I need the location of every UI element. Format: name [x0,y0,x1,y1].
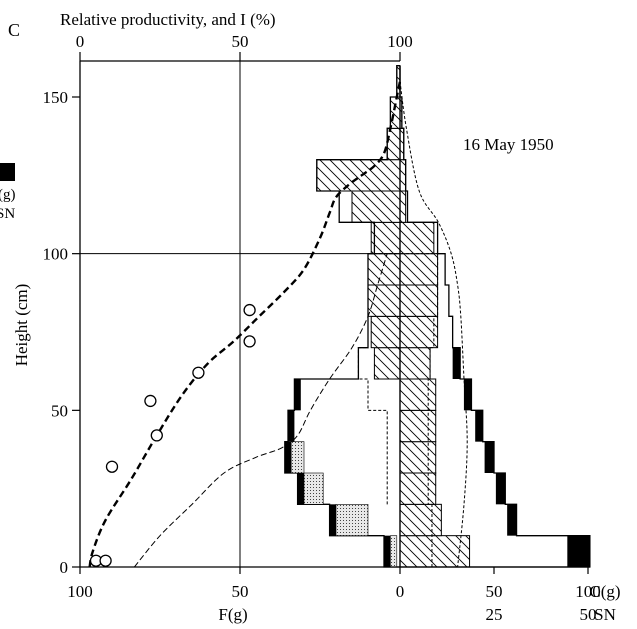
top-axis-label: Relative productivity, and I (%) [60,10,276,29]
c-axis-label: C(g) [589,582,620,601]
productivity-point [99,554,112,567]
f-dotted-block-10 [335,504,369,536]
hatched-layer-30 [399,441,437,474]
productivity-point [150,429,163,442]
c-black-block-30 [484,441,494,473]
c-black-block-50 [463,379,472,411]
f-dotted-block-0 [390,535,398,568]
key-black-swatch [0,163,15,181]
top-tick-label: 50 [232,32,249,51]
key-label-sn: SN [0,206,15,222]
y-tick-label: 0 [60,558,69,577]
f-black-block-40 [288,410,295,442]
hatched-layer-60 [373,347,431,380]
top-tick-label: 0 [76,32,85,51]
sn-tick-label: 25 [486,605,503,624]
fine-dashed-curve-left [134,253,388,568]
f-axis-label: F(g) [218,605,247,624]
f-black-block-10 [329,504,336,536]
c-tick-label: 100 [575,582,601,601]
c-black-block-40 [475,410,483,442]
productivity-point [192,366,205,379]
y-tick-label: 50 [51,401,68,420]
inner-outline-right [399,222,439,567]
hatched-layer-110 [351,190,407,223]
c-black-block-60 [452,347,461,379]
inner-outline-left [357,222,401,505]
fine-dashed-curve-right [399,81,468,568]
hatched-layer-40 [399,409,437,443]
c-black-block-10 [507,504,517,536]
top-tick-label: 100 [387,32,413,51]
y-tick-label: 150 [43,88,69,107]
f-black-block-50 [294,379,301,411]
y-tick-label: 100 [43,245,69,264]
f-black-block-0 [384,535,391,567]
hatched-layer-70 [370,315,439,349]
date-label: 16 May 1950 [463,135,554,154]
left-margin-key: C(g) SN [0,163,16,222]
panel-label: C [8,20,20,40]
f-dotted-block-20 [303,472,324,505]
hatched-layer-100 [370,221,435,255]
productivity-point [243,303,256,317]
sn-tick-label: 50 [580,605,597,624]
key-label-c: C(g) [0,187,16,203]
hatched-layer-90 [367,253,439,286]
hatched-layer-10 [399,503,442,537]
productivity-point [105,460,119,473]
light-intensity-curve [88,81,402,568]
c-tick-label: 50 [486,582,503,601]
hatched-layer-20 [399,472,437,505]
f-black-block-20 [297,473,304,505]
f-dotted-block-30 [290,441,305,474]
productivity-point [243,335,256,348]
sn-axis-label: SN [594,605,616,624]
f-tick-label: 0 [396,582,405,601]
productivity-point [144,394,157,408]
f-tick-label: 100 [67,582,93,601]
c-black-block-0 [567,535,590,567]
hatched-layer-130 [386,127,405,161]
c-black-block-20 [495,473,506,505]
f-tick-label: 50 [232,582,249,601]
y-axis-label: Height (cm) [12,284,31,367]
hatched-layer-80 [367,284,439,317]
f-black-block-30 [284,441,292,473]
hatched-layer-50 [399,378,437,411]
